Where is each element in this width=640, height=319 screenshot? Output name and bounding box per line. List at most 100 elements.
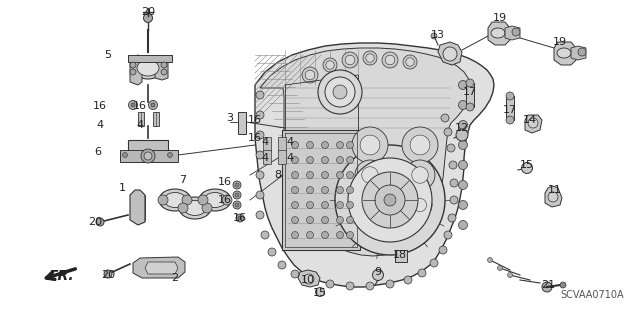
Circle shape <box>268 248 276 256</box>
Circle shape <box>578 48 586 56</box>
Circle shape <box>291 142 298 149</box>
Circle shape <box>304 274 314 284</box>
Circle shape <box>148 100 157 109</box>
Circle shape <box>362 167 378 183</box>
Circle shape <box>410 135 430 155</box>
Circle shape <box>355 160 385 190</box>
Circle shape <box>307 157 314 164</box>
Polygon shape <box>438 42 462 65</box>
Text: 2: 2 <box>172 273 179 283</box>
Bar <box>130 195 145 220</box>
Circle shape <box>542 282 552 292</box>
Text: 6: 6 <box>95 147 102 157</box>
Ellipse shape <box>204 192 226 207</box>
Text: 21: 21 <box>541 280 555 290</box>
Circle shape <box>256 191 264 199</box>
Circle shape <box>321 202 328 209</box>
Ellipse shape <box>133 57 163 79</box>
Polygon shape <box>130 55 142 85</box>
Circle shape <box>431 33 437 39</box>
Circle shape <box>443 47 457 61</box>
Circle shape <box>337 232 344 239</box>
Circle shape <box>441 114 449 122</box>
Circle shape <box>358 193 382 217</box>
Ellipse shape <box>199 189 231 211</box>
Bar <box>263 150 271 164</box>
Text: 16: 16 <box>248 115 262 125</box>
Circle shape <box>325 77 355 107</box>
Circle shape <box>386 280 394 288</box>
Bar <box>278 150 286 164</box>
Circle shape <box>291 270 299 278</box>
Circle shape <box>256 211 264 219</box>
Circle shape <box>488 257 493 263</box>
Ellipse shape <box>179 197 211 219</box>
Circle shape <box>506 92 514 100</box>
Polygon shape <box>571 46 586 60</box>
Circle shape <box>512 28 520 36</box>
Bar <box>506 96 514 120</box>
Circle shape <box>233 191 241 199</box>
Circle shape <box>402 127 438 163</box>
Circle shape <box>337 202 344 209</box>
Polygon shape <box>260 48 470 256</box>
Circle shape <box>321 187 328 194</box>
Circle shape <box>528 118 538 128</box>
Circle shape <box>321 232 328 239</box>
Circle shape <box>233 181 241 189</box>
Circle shape <box>235 193 239 197</box>
Circle shape <box>497 265 502 271</box>
Circle shape <box>202 203 212 213</box>
Circle shape <box>522 162 532 174</box>
Circle shape <box>104 270 112 278</box>
Circle shape <box>323 58 337 72</box>
Polygon shape <box>145 262 178 274</box>
Circle shape <box>444 231 452 239</box>
Circle shape <box>418 269 426 277</box>
Text: 9: 9 <box>374 267 381 277</box>
Text: 20: 20 <box>88 217 102 227</box>
Ellipse shape <box>491 28 505 38</box>
Circle shape <box>131 103 135 107</box>
Text: 12: 12 <box>455 123 469 133</box>
Circle shape <box>346 202 353 209</box>
Circle shape <box>326 61 334 69</box>
Circle shape <box>305 70 315 80</box>
Circle shape <box>346 217 353 224</box>
Text: 18: 18 <box>393 250 407 260</box>
Circle shape <box>326 280 334 288</box>
Bar <box>138 112 144 126</box>
Text: 16: 16 <box>248 133 262 143</box>
Text: 5: 5 <box>104 50 111 60</box>
Text: 17: 17 <box>463 87 477 97</box>
Circle shape <box>466 103 474 111</box>
Circle shape <box>346 187 353 194</box>
Text: 16: 16 <box>133 101 147 111</box>
Circle shape <box>458 80 467 90</box>
Circle shape <box>321 157 328 164</box>
Bar <box>278 137 286 151</box>
Ellipse shape <box>159 189 191 211</box>
Circle shape <box>198 195 208 205</box>
Polygon shape <box>554 42 576 65</box>
Circle shape <box>307 232 314 239</box>
Circle shape <box>256 131 264 139</box>
Text: 4: 4 <box>261 153 269 163</box>
Text: 4: 4 <box>136 120 143 130</box>
Circle shape <box>346 232 353 239</box>
Text: 10: 10 <box>301 275 315 285</box>
Circle shape <box>346 282 354 290</box>
Circle shape <box>458 220 467 229</box>
Ellipse shape <box>184 201 206 216</box>
Circle shape <box>458 181 467 189</box>
Text: SCVAA0710A: SCVAA0710A <box>560 290 623 300</box>
Circle shape <box>321 217 328 224</box>
Circle shape <box>291 217 298 224</box>
Circle shape <box>337 142 344 149</box>
Text: 19: 19 <box>553 37 567 47</box>
Circle shape <box>302 67 318 83</box>
Circle shape <box>406 58 414 66</box>
Circle shape <box>413 198 427 211</box>
Circle shape <box>385 55 395 65</box>
Circle shape <box>456 129 468 141</box>
